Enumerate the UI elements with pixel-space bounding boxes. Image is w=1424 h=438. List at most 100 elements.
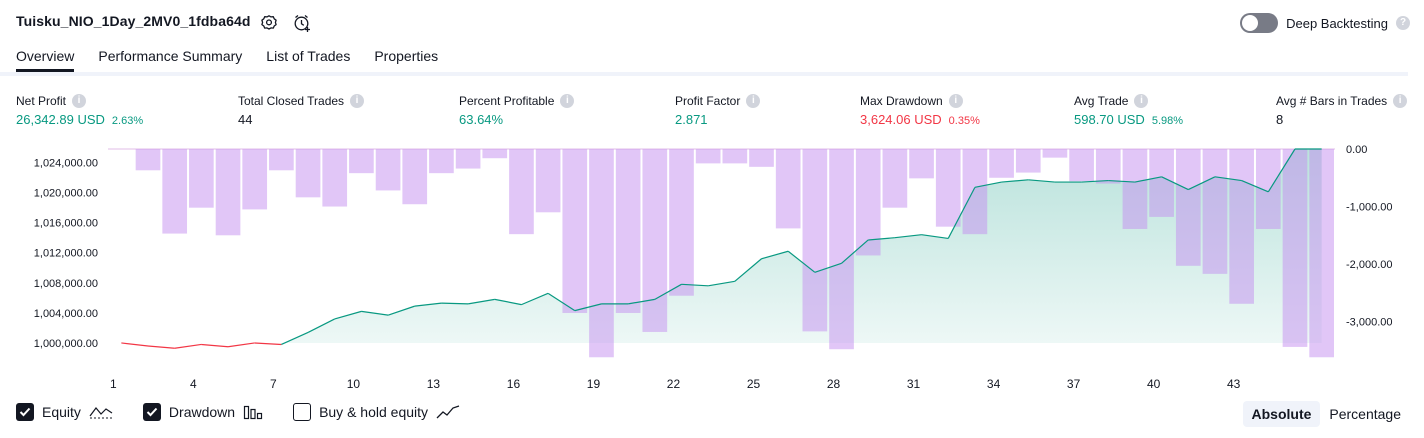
equity-line-segment [1134, 176, 1162, 183]
drawdown-bars-icon [243, 405, 263, 420]
equity-line-segment [121, 342, 149, 347]
x-axis-tick: 4 [190, 377, 197, 390]
metric-avg-trade: Avg Trade i 598.70 USD 5.98% [1074, 94, 1183, 127]
equity-line-segment [734, 258, 762, 282]
drawdown-bar [749, 149, 774, 167]
equity-line-segment [708, 280, 735, 287]
right-axis-tick: -2,000.00 [1346, 259, 1392, 271]
buy-hold-checkbox[interactable] [293, 403, 312, 421]
equity-line-segment [628, 298, 655, 305]
equity-line-segment [201, 343, 229, 348]
drawdown-bar [1015, 149, 1041, 173]
tabs-divider [0, 72, 1408, 76]
legend-buy-hold[interactable]: Buy & hold equity [293, 403, 460, 421]
equity-line-segment [1161, 176, 1189, 191]
tab-list-of-trades[interactable]: List of Trades [266, 48, 351, 64]
equity-line-segment [281, 331, 309, 346]
metric-label: Percent Profitable [459, 94, 555, 108]
drawdown-bar [1095, 149, 1121, 184]
equity-line-segment [894, 234, 922, 239]
drawdown-bar [429, 149, 454, 174]
help-icon[interactable]: ? [1396, 16, 1410, 30]
drawdown-bar [1069, 149, 1094, 182]
metric-total-closed-trades: Total Closed Trades i 44 [238, 94, 365, 127]
x-axis-tick: 37 [1067, 377, 1081, 390]
strategy-title: Tuisku_NIO_1Day_2MV0_1fdba64d [16, 13, 251, 29]
metric-label: Net Profit [16, 94, 67, 108]
equity-line-segment [1241, 180, 1269, 193]
percentage-button[interactable]: Percentage [1329, 406, 1401, 422]
drawdown-bar [482, 149, 508, 159]
equity-line-segment [521, 292, 549, 306]
drawdown-bar [642, 149, 668, 332]
absolute-button[interactable]: Absolute [1242, 401, 1321, 427]
tab-performance-summary[interactable]: Performance Summary [98, 48, 243, 64]
metric-avg-bars-in-trades: Avg # Bars in Trades i 8 [1276, 94, 1408, 127]
drawdown-bar [909, 149, 934, 179]
legend-equity[interactable]: Equity [16, 403, 113, 421]
info-icon[interactable]: i [746, 94, 761, 108]
drawdown-bar [562, 149, 588, 313]
drawdown-bar [1229, 149, 1254, 304]
equity-line-segment [254, 342, 282, 346]
drawdown-bar [455, 149, 481, 169]
info-icon[interactable]: i [350, 94, 365, 108]
deep-backtesting-control: Deep Backtesting ? [1240, 13, 1410, 33]
metric-value: 2.871 [675, 112, 708, 127]
x-axis-tick: 16 [507, 377, 521, 390]
drawdown-bar [1309, 149, 1334, 358]
view-mode-switch: Absolute Percentage [1242, 401, 1411, 427]
info-icon[interactable]: i [1393, 94, 1408, 108]
metric-max-drawdown: Max Drawdown i 3,624.06 USD 0.35% [860, 94, 980, 127]
x-axis-tick: 13 [427, 377, 441, 390]
metric-value: 3,624.06 USD [860, 112, 942, 127]
settings-icon[interactable] [259, 13, 279, 33]
equity-line-segment [787, 250, 816, 273]
metric-value: 44 [238, 112, 253, 127]
equity-line-segment [441, 302, 469, 305]
tab-properties[interactable]: Properties [374, 48, 439, 64]
drawdown-bar [349, 149, 374, 174]
drawdown-bar [509, 149, 534, 235]
equity-line-segment [1108, 179, 1135, 183]
drawdown-bar [535, 149, 561, 213]
equity-line-segment [654, 283, 682, 300]
drawdown-bar [722, 149, 748, 164]
equity-line-segment [841, 239, 869, 264]
drawdown-bar [402, 149, 428, 205]
equity-line-segment [921, 234, 949, 240]
deep-backtesting-toggle[interactable] [1240, 13, 1279, 33]
metric-label: Total Closed Trades [238, 94, 345, 108]
info-icon[interactable]: i [560, 94, 575, 108]
left-axis-tick: 1,020,000.00 [34, 188, 98, 200]
drawdown-bar [935, 149, 961, 227]
metric-percent: 5.98% [1151, 115, 1184, 127]
metric-label: Profit Factor [675, 94, 741, 108]
drawdown-bar [775, 149, 801, 229]
left-axis-tick: 1,000,000.00 [34, 338, 98, 350]
add-alert-icon[interactable] [292, 13, 312, 33]
info-icon[interactable]: i [72, 94, 87, 108]
info-icon[interactable]: i [948, 94, 963, 108]
equity-line-segment [334, 310, 362, 320]
drawdown-checkbox[interactable] [142, 403, 161, 421]
left-axis-tick: 1,008,000.00 [34, 278, 98, 290]
equity-line-segment [494, 298, 522, 306]
equity-line-segment [1001, 179, 1029, 183]
info-icon[interactable]: i [1134, 94, 1149, 108]
left-axis-tick: 1,016,000.00 [34, 218, 98, 230]
drawdown-bar [295, 149, 321, 198]
drawdown-bar [322, 149, 348, 207]
drawdown-bar [162, 149, 188, 234]
equity-line-segment [974, 181, 1002, 188]
equity-checkbox[interactable] [16, 403, 34, 421]
equity-drawdown-chart: 1,024,000.00 1,020,000.00 1,016,000.00 1,01… [34, 144, 1393, 390]
metric-value: 8 [1276, 112, 1284, 127]
legend-drawdown[interactable]: Drawdown [142, 403, 263, 421]
drawdown-bar [855, 149, 881, 256]
tab-overview[interactable]: Overview [16, 48, 75, 72]
equity-line-segment [307, 318, 335, 333]
x-axis-tick: 43 [1227, 377, 1241, 390]
x-axis-tick: 25 [747, 377, 761, 390]
x-axis-tick: 10 [347, 377, 361, 390]
